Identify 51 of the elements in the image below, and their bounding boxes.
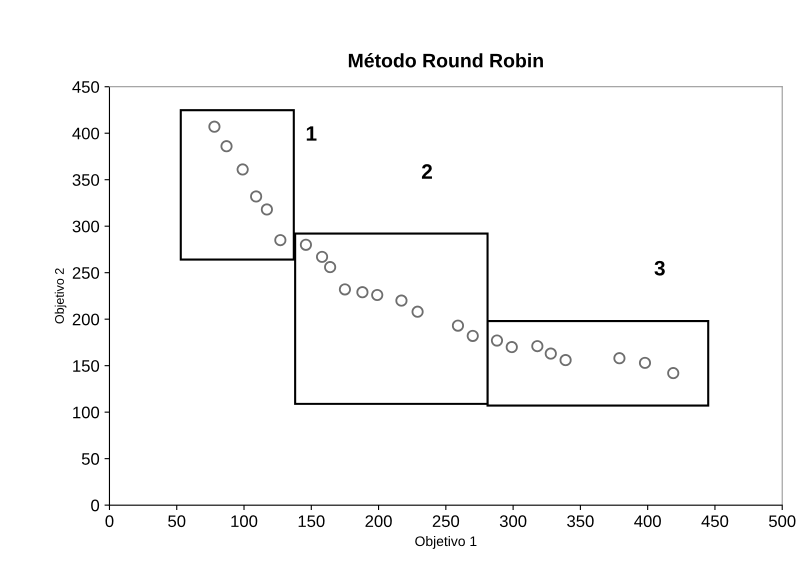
point: [236, 163, 249, 176]
y-tick-label: 300: [72, 220, 100, 232]
point: [208, 120, 220, 133]
x-tick-label: 50: [168, 515, 186, 528]
x-tick-label: 300: [500, 515, 526, 528]
point: [300, 238, 312, 251]
y-tick-label: 0: [91, 500, 100, 512]
point: [613, 352, 626, 364]
y-tick-label: 350: [72, 174, 100, 186]
point: [395, 294, 408, 307]
point: [560, 354, 572, 366]
point: [531, 340, 544, 352]
point: [412, 306, 424, 318]
x-tick-label: 150: [298, 515, 325, 528]
y-tick-label: 200: [72, 314, 100, 326]
x-tick-label: 350: [567, 515, 594, 528]
point: [274, 234, 286, 246]
y-tick-label: 100: [73, 406, 100, 418]
x-tick-label: 0: [105, 515, 114, 528]
point: [490, 334, 504, 347]
point: [220, 140, 233, 152]
y-tick-label: 50: [82, 453, 100, 465]
point: [371, 288, 384, 302]
point: [260, 203, 273, 216]
point: [250, 190, 262, 202]
point: [324, 261, 336, 274]
x-tick-label: 450: [701, 515, 728, 528]
y-axis-title: Objetivo 2: [54, 268, 66, 324]
x-tick-label: 400: [634, 515, 661, 528]
y-tick-label: 450: [72, 81, 100, 93]
point: [466, 330, 479, 342]
x-tick-label: 500: [768, 515, 796, 528]
point: [544, 348, 557, 360]
x-tick-label: 250: [432, 515, 460, 528]
point: [356, 286, 368, 298]
point: [452, 320, 464, 332]
annotation: 2: [422, 164, 432, 179]
annotation: 3: [654, 260, 665, 276]
annotation: 1: [306, 126, 317, 141]
point: [338, 283, 351, 296]
point: [638, 356, 652, 369]
chart-title: Método Round Robin: [348, 53, 543, 68]
x-axis-title: Objetivo 1: [415, 536, 476, 549]
x-tick-label: 200: [366, 515, 392, 528]
x-tick-label: 100: [231, 515, 258, 528]
point: [506, 341, 518, 354]
point: [667, 367, 680, 380]
y-tick-label: 150: [73, 360, 100, 372]
point: [316, 250, 328, 263]
y-tick-label: 400: [72, 128, 100, 140]
y-tick-label: 250: [72, 267, 100, 279]
